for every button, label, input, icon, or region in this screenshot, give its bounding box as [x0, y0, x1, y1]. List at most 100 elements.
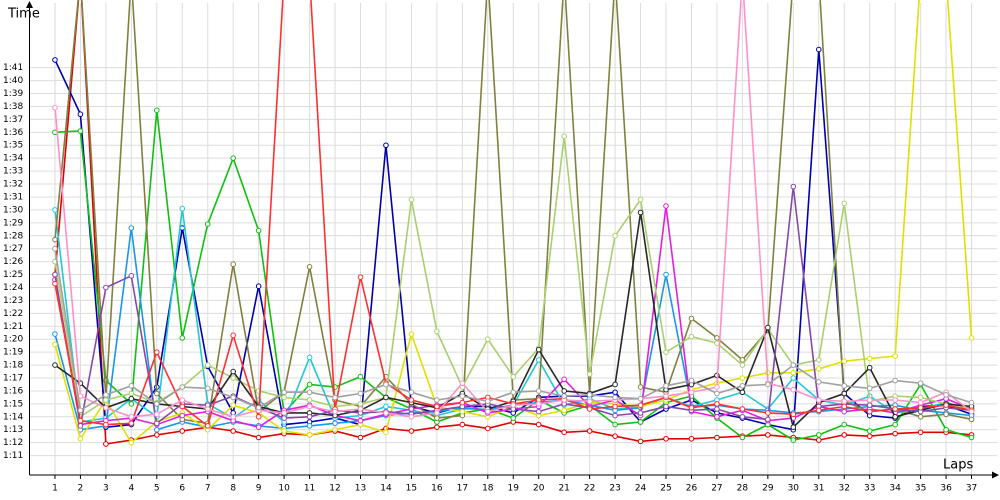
lap-marker — [408, 389, 415, 396]
lap-marker — [383, 410, 389, 416]
lap-marker — [535, 401, 542, 407]
lap-marker — [128, 420, 135, 427]
lap-marker — [230, 368, 236, 375]
lap-marker — [459, 399, 466, 406]
lap-marker — [561, 393, 567, 399]
lap-marker — [765, 416, 771, 423]
lap-marker — [663, 403, 669, 410]
lap-marker — [459, 408, 466, 415]
lap-marker — [128, 273, 135, 279]
y-tick-label: 1:29 — [3, 218, 23, 228]
lap-marker — [459, 393, 466, 399]
lap-marker — [230, 402, 236, 408]
lap-marker — [179, 403, 186, 410]
lap-marker — [637, 395, 644, 402]
x-tick-label: 33 — [864, 484, 875, 494]
lap-marker — [535, 408, 542, 415]
lap-marker — [383, 429, 389, 436]
lap-marker — [866, 428, 873, 434]
lap-marker — [459, 380, 466, 386]
x-axis-title: Laps — [943, 458, 973, 473]
x-tick-label: 15 — [406, 484, 417, 494]
lap-marker — [561, 133, 567, 139]
lap-marker — [841, 403, 848, 410]
lap-marker — [204, 406, 211, 412]
lap-marker — [637, 209, 644, 216]
x-tick-label: 30 — [788, 484, 800, 494]
lap-marker — [866, 408, 873, 415]
lap-marker — [561, 407, 567, 414]
lap-marker — [612, 412, 618, 419]
lap-marker — [357, 373, 364, 380]
lap-marker — [230, 155, 236, 161]
lap-marker — [510, 389, 517, 396]
lap-marker — [815, 432, 822, 438]
lap-marker — [154, 420, 160, 427]
x-tick-label: 3 — [103, 484, 109, 494]
lap-marker — [968, 399, 975, 406]
y-tick-label: 1:30 — [3, 205, 23, 215]
lap-marker — [688, 333, 695, 340]
lap-marker — [154, 401, 160, 407]
lap-marker — [561, 376, 567, 383]
lap-marker — [459, 421, 466, 428]
lap-marker — [688, 389, 695, 396]
x-tick-label: 27 — [711, 484, 722, 494]
lap-marker — [77, 423, 84, 429]
lap-marker — [306, 381, 313, 388]
lap-marker — [561, 429, 567, 436]
lap-marker — [434, 397, 440, 403]
lap-marker — [815, 357, 822, 363]
lap-marker — [230, 394, 236, 401]
lap-marker — [917, 429, 924, 436]
lap-marker — [357, 406, 364, 412]
lap-marker — [484, 425, 491, 432]
lap-marker — [230, 414, 236, 420]
lap-marker — [943, 402, 949, 408]
x-tick-label: 23 — [609, 484, 620, 494]
lap-marker — [52, 57, 58, 63]
y-tick-label: 1:38 — [3, 102, 23, 112]
x-tick-label: 31 — [813, 484, 824, 494]
lap-marker — [714, 390, 720, 397]
lap-marker — [714, 414, 720, 420]
lap-marker — [892, 430, 898, 437]
lap-marker — [892, 414, 898, 420]
lap-marker — [739, 389, 746, 396]
lap-marker — [790, 370, 797, 376]
lap-marker — [332, 420, 338, 427]
lap-marker — [866, 397, 873, 403]
lap-marker — [790, 411, 797, 418]
y-tick-label: 1:41 — [3, 63, 23, 73]
lap-marker — [739, 434, 746, 441]
y-tick-label: 1:26 — [3, 257, 23, 267]
lap-marker — [434, 415, 440, 421]
lap-marker — [103, 421, 109, 428]
x-tick-label: 24 — [635, 484, 647, 494]
lap-marker — [306, 423, 313, 429]
lap-marker — [739, 382, 746, 389]
lap-marker — [52, 245, 58, 252]
y-tick-label: 1:24 — [3, 283, 23, 293]
lap-marker — [815, 437, 822, 443]
lap-marker — [77, 417, 84, 424]
lap-marker — [204, 362, 211, 368]
lap-marker — [484, 336, 491, 343]
lap-marker — [255, 414, 262, 420]
lap-marker — [434, 410, 440, 416]
y-tick-label: 1:36 — [3, 128, 23, 138]
lap-marker — [383, 381, 389, 388]
lap-marker — [306, 432, 313, 438]
lap-marker — [103, 397, 109, 403]
lap-marker — [154, 390, 160, 397]
lap-marker — [103, 441, 109, 447]
x-tick-label: 11 — [304, 484, 315, 494]
y-tick-label: 1:27 — [3, 244, 23, 254]
lap-marker — [663, 349, 669, 355]
lap-marker — [561, 388, 567, 394]
x-tick-label: 14 — [380, 484, 392, 494]
lap-marker — [204, 385, 211, 392]
y-tick-label: 1:21 — [3, 322, 23, 332]
lap-marker — [128, 382, 135, 389]
